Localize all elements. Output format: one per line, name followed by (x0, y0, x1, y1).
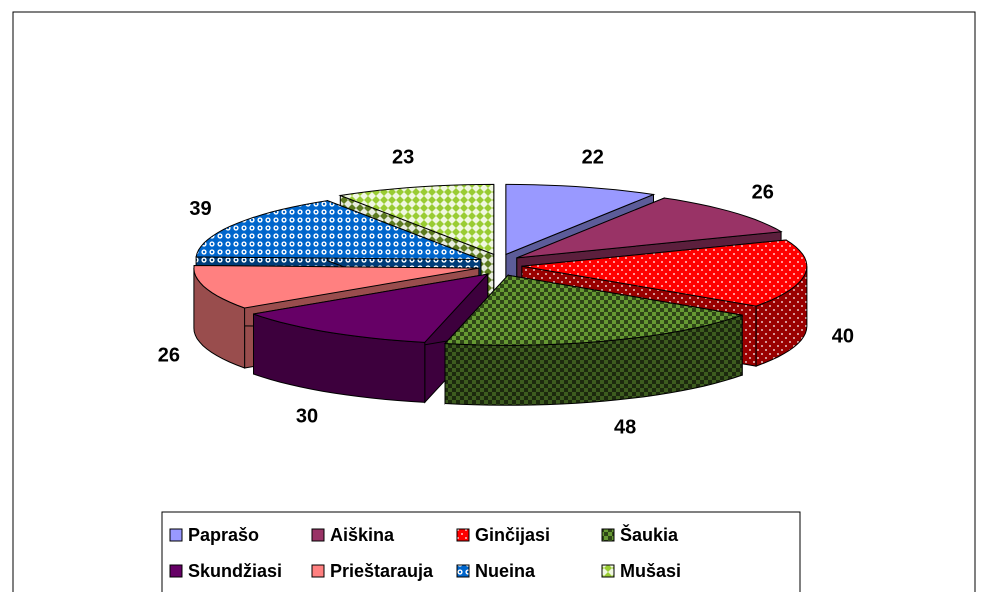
legend-swatch (169, 564, 183, 578)
legend-swatch (311, 528, 325, 542)
slice (195, 200, 482, 260)
legend-label: Paprašo (188, 525, 259, 545)
legend-label: Aiškina (330, 525, 395, 545)
legend-box (161, 511, 801, 592)
legend-label: Skundžiasi (188, 561, 282, 581)
slice (253, 273, 490, 343)
slice (505, 183, 656, 256)
slice (443, 274, 743, 346)
legend-swatch (601, 528, 615, 542)
legend-swatch (456, 564, 470, 578)
slice (521, 239, 808, 307)
slice (338, 183, 495, 256)
legend-swatch (169, 528, 183, 542)
data-label: 48 (614, 417, 636, 439)
legend-label: Prieštarauja (330, 561, 434, 581)
slice (193, 264, 479, 309)
legend-swatch (456, 528, 470, 542)
legend-label: Nueina (475, 561, 536, 581)
legend-label: Ginčijasi (475, 525, 550, 545)
data-label: 26 (158, 344, 180, 366)
data-label: 40 (832, 326, 854, 348)
legend-swatch (601, 564, 615, 578)
data-label: 22 (582, 146, 604, 168)
data-label: 26 (752, 181, 774, 203)
legend-label: Šaukia (620, 524, 679, 545)
data-label: 39 (189, 198, 211, 220)
legend-swatch (311, 564, 325, 578)
data-label: 23 (392, 147, 414, 169)
slice (516, 197, 783, 259)
data-label: 30 (296, 405, 318, 427)
legend-label: Mušasi (620, 561, 681, 581)
